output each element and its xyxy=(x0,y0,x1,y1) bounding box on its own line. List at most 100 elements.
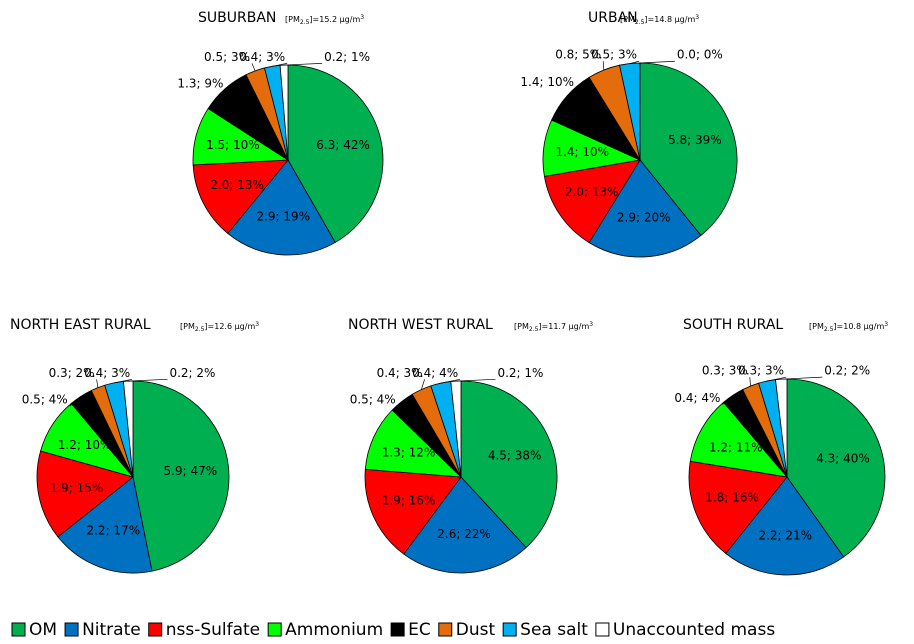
data-label: 4.5; 38% xyxy=(488,449,542,463)
pie-slice xyxy=(725,476,845,576)
data-label: 1.2; 11% xyxy=(709,441,763,455)
data-label: 0.2; 2% xyxy=(169,366,215,380)
legend-label: Unaccounted mass xyxy=(613,620,775,640)
annotation-text: [PM xyxy=(180,322,195,331)
leader-line xyxy=(128,378,168,382)
leader-line xyxy=(629,60,640,64)
data-label: 0.2; 1% xyxy=(497,366,543,380)
chart-title: NORTH WEST RURAL xyxy=(348,317,493,333)
data-label: 0.4; 3% xyxy=(239,50,285,64)
pm-annotation: [PM2.5]=12.6 µg/m3 xyxy=(180,321,259,333)
leader-line xyxy=(224,88,226,91)
leader-line xyxy=(420,379,425,390)
data-label: 0.3; 3% xyxy=(702,364,748,378)
pie-slice xyxy=(639,62,738,237)
legend-swatch xyxy=(267,622,282,637)
leader-line xyxy=(749,377,751,387)
data-label: 1.3; 12% xyxy=(382,446,436,460)
data-label: 1.2; 10% xyxy=(58,438,112,452)
data-label: 1.9; 16% xyxy=(382,493,436,507)
pie-slice xyxy=(57,476,153,574)
legend-swatch xyxy=(11,622,26,637)
pm-annotation: [PM2.5]=15.2 µg/m3 xyxy=(285,14,364,26)
legend-swatch xyxy=(595,622,610,637)
pie-slice xyxy=(192,159,289,235)
data-label: 2.2; 17% xyxy=(86,524,140,538)
data-label: 0.4; 3% xyxy=(84,366,130,380)
annotation-sup: 3 xyxy=(255,321,259,328)
data-label: 5.8; 39% xyxy=(668,133,722,147)
legend-swatch xyxy=(438,622,453,637)
data-label: 0.5; 4% xyxy=(22,393,68,407)
pie-slice xyxy=(287,64,384,243)
leader-line xyxy=(96,379,99,388)
pie-slice xyxy=(688,460,788,555)
leader-line xyxy=(251,63,256,72)
data-label: 1.4; 10% xyxy=(555,145,609,159)
pm-annotation: [PM2.5]=10.8 µg/m3 xyxy=(809,321,888,333)
annotation-sub: 2.5 xyxy=(195,326,205,333)
data-label: 0.0; 0% xyxy=(677,48,723,62)
data-label: 0.5; 3% xyxy=(204,50,250,64)
pie-slice xyxy=(403,476,527,574)
annotation-text: [PM xyxy=(809,322,824,331)
data-label: 0.4; 4% xyxy=(412,366,458,380)
leader-line xyxy=(284,63,323,66)
legend-label: OM xyxy=(29,620,57,640)
annotation-sup: 3 xyxy=(360,14,364,21)
annotation-text: [PM xyxy=(620,15,635,24)
annotation-text: ]=14.8 µg/m xyxy=(644,15,695,24)
data-label: 2.9; 20% xyxy=(617,211,671,225)
data-label: 1.8; 16% xyxy=(705,491,759,505)
leader-line xyxy=(397,401,402,407)
leader-line xyxy=(566,88,577,97)
legend-label: Ammonium xyxy=(285,620,383,640)
pie-slice xyxy=(689,401,789,478)
annotation-text: ]=10.8 µg/m xyxy=(833,322,884,331)
annotation-text: [PM xyxy=(514,322,529,331)
leader-line xyxy=(69,396,82,407)
leader-line xyxy=(602,61,605,71)
annotation-sub: 2.5 xyxy=(635,19,645,26)
data-label: 0.5; 4% xyxy=(350,393,396,407)
leader-line xyxy=(113,378,133,384)
annotation-sub: 2.5 xyxy=(300,19,310,26)
chart-title: NORTH EAST RURAL xyxy=(10,317,151,333)
leader-line xyxy=(455,378,496,382)
leader-line xyxy=(781,376,823,380)
data-label: 5.9; 47% xyxy=(164,464,218,478)
legend-swatch xyxy=(390,622,405,637)
chart-title: URBAN xyxy=(588,10,638,26)
annotation-text: ]=15.2 µg/m xyxy=(309,15,360,24)
data-label: 1.3; 9% xyxy=(177,77,223,91)
annotation-sup: 3 xyxy=(589,321,593,328)
data-label: 2.0; 13% xyxy=(565,185,619,199)
data-label: 4.3; 40% xyxy=(816,452,870,466)
data-label: 0.8; 5% xyxy=(555,48,601,62)
legend-label: EC xyxy=(408,620,431,640)
pie-slice xyxy=(543,159,641,244)
annotation-text: ]=11.7 µg/m xyxy=(538,322,589,331)
data-label: 0.3; 3% xyxy=(738,364,784,378)
data-label: 1.4; 10% xyxy=(520,75,574,89)
data-label: 1.5; 10% xyxy=(206,138,260,152)
pie-slice xyxy=(588,159,702,258)
chart-title: SOUTH RURAL xyxy=(683,317,783,333)
data-label: 0.5; 3% xyxy=(591,48,637,62)
pie-slice xyxy=(227,159,336,256)
leader-line xyxy=(639,60,675,64)
pie-slice xyxy=(364,409,463,478)
legend-swatch xyxy=(64,622,79,637)
legend-label: Dust xyxy=(456,620,496,640)
annotation-sub: 2.5 xyxy=(529,326,539,333)
pie-slice xyxy=(460,380,558,549)
chart-title: SUBURBAN xyxy=(198,10,276,26)
data-label: 2.9; 19% xyxy=(256,209,310,223)
data-label: 2.6; 22% xyxy=(437,527,491,541)
annotation-text: ]=12.6 µg/m xyxy=(204,322,255,331)
pm-annotation: [PM2.5]=11.7 µg/m3 xyxy=(514,321,593,333)
annotation-sup: 3 xyxy=(884,321,888,328)
legend-label: Nitrate xyxy=(82,620,141,640)
data-label: 0.2; 2% xyxy=(824,364,870,378)
leader-line xyxy=(766,376,787,382)
